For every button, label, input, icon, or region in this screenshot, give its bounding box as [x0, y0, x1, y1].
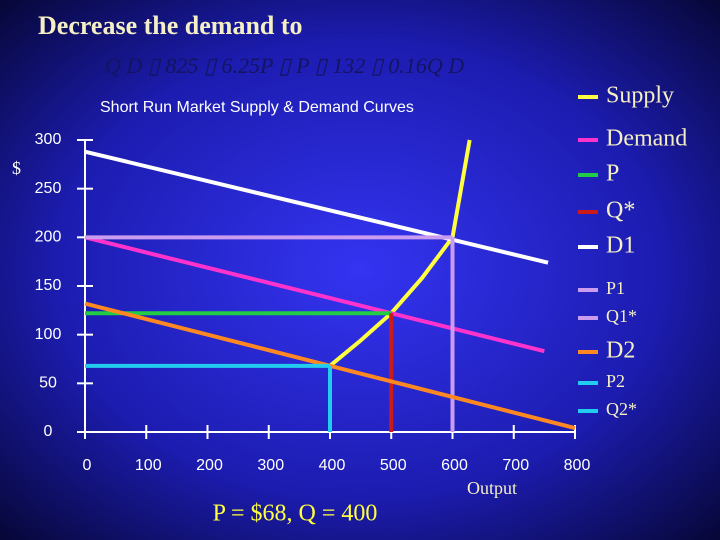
chart-title: Short Run Market Supply & Demand Curves	[100, 99, 414, 116]
legend-label: Demand	[606, 126, 687, 152]
series-line	[328, 139, 472, 368]
legend-label: Q1*	[606, 306, 637, 326]
x-axis-label: Output	[467, 478, 517, 498]
series-line	[84, 235, 545, 354]
series-line	[84, 149, 549, 265]
x-tick-label: 800	[564, 457, 591, 474]
y-tick-label: 150	[35, 277, 62, 294]
x-tick-label: 400	[319, 457, 346, 474]
annotation: P = $68, Q = 400	[213, 501, 378, 527]
y-axis-label: $	[12, 158, 21, 178]
x-tick-label: 600	[441, 457, 468, 474]
equation: Q D ▯ 825 ▯ 6.25P ▯ P ▯ 132 ▯ 0.16Q D	[105, 53, 464, 78]
legend-label: Q*	[606, 198, 635, 224]
legend-label: Supply	[606, 83, 674, 109]
y-tick-label: 0	[44, 423, 53, 440]
y-tick-label: 100	[35, 326, 62, 343]
y-tick-label: 300	[35, 131, 62, 148]
y-tick-label: 50	[39, 375, 57, 392]
legend-label: P2	[606, 371, 625, 391]
legend-label: P	[606, 161, 619, 187]
x-tick-label: 0	[83, 457, 92, 474]
y-tick-label: 200	[35, 229, 62, 246]
x-tick-label: 200	[196, 457, 223, 474]
legend-label: D1	[606, 233, 635, 259]
slide-title: Decrease the demand to	[38, 11, 303, 40]
x-tick-label: 500	[380, 457, 407, 474]
x-tick-label: 300	[257, 457, 284, 474]
x-tick-label: 700	[502, 457, 529, 474]
x-tick-label: 100	[135, 457, 162, 474]
legend-label: D2	[606, 338, 635, 364]
y-tick-label: 250	[35, 180, 62, 197]
legend-label: Q2*	[606, 399, 637, 419]
legend-label: P1	[606, 278, 625, 298]
